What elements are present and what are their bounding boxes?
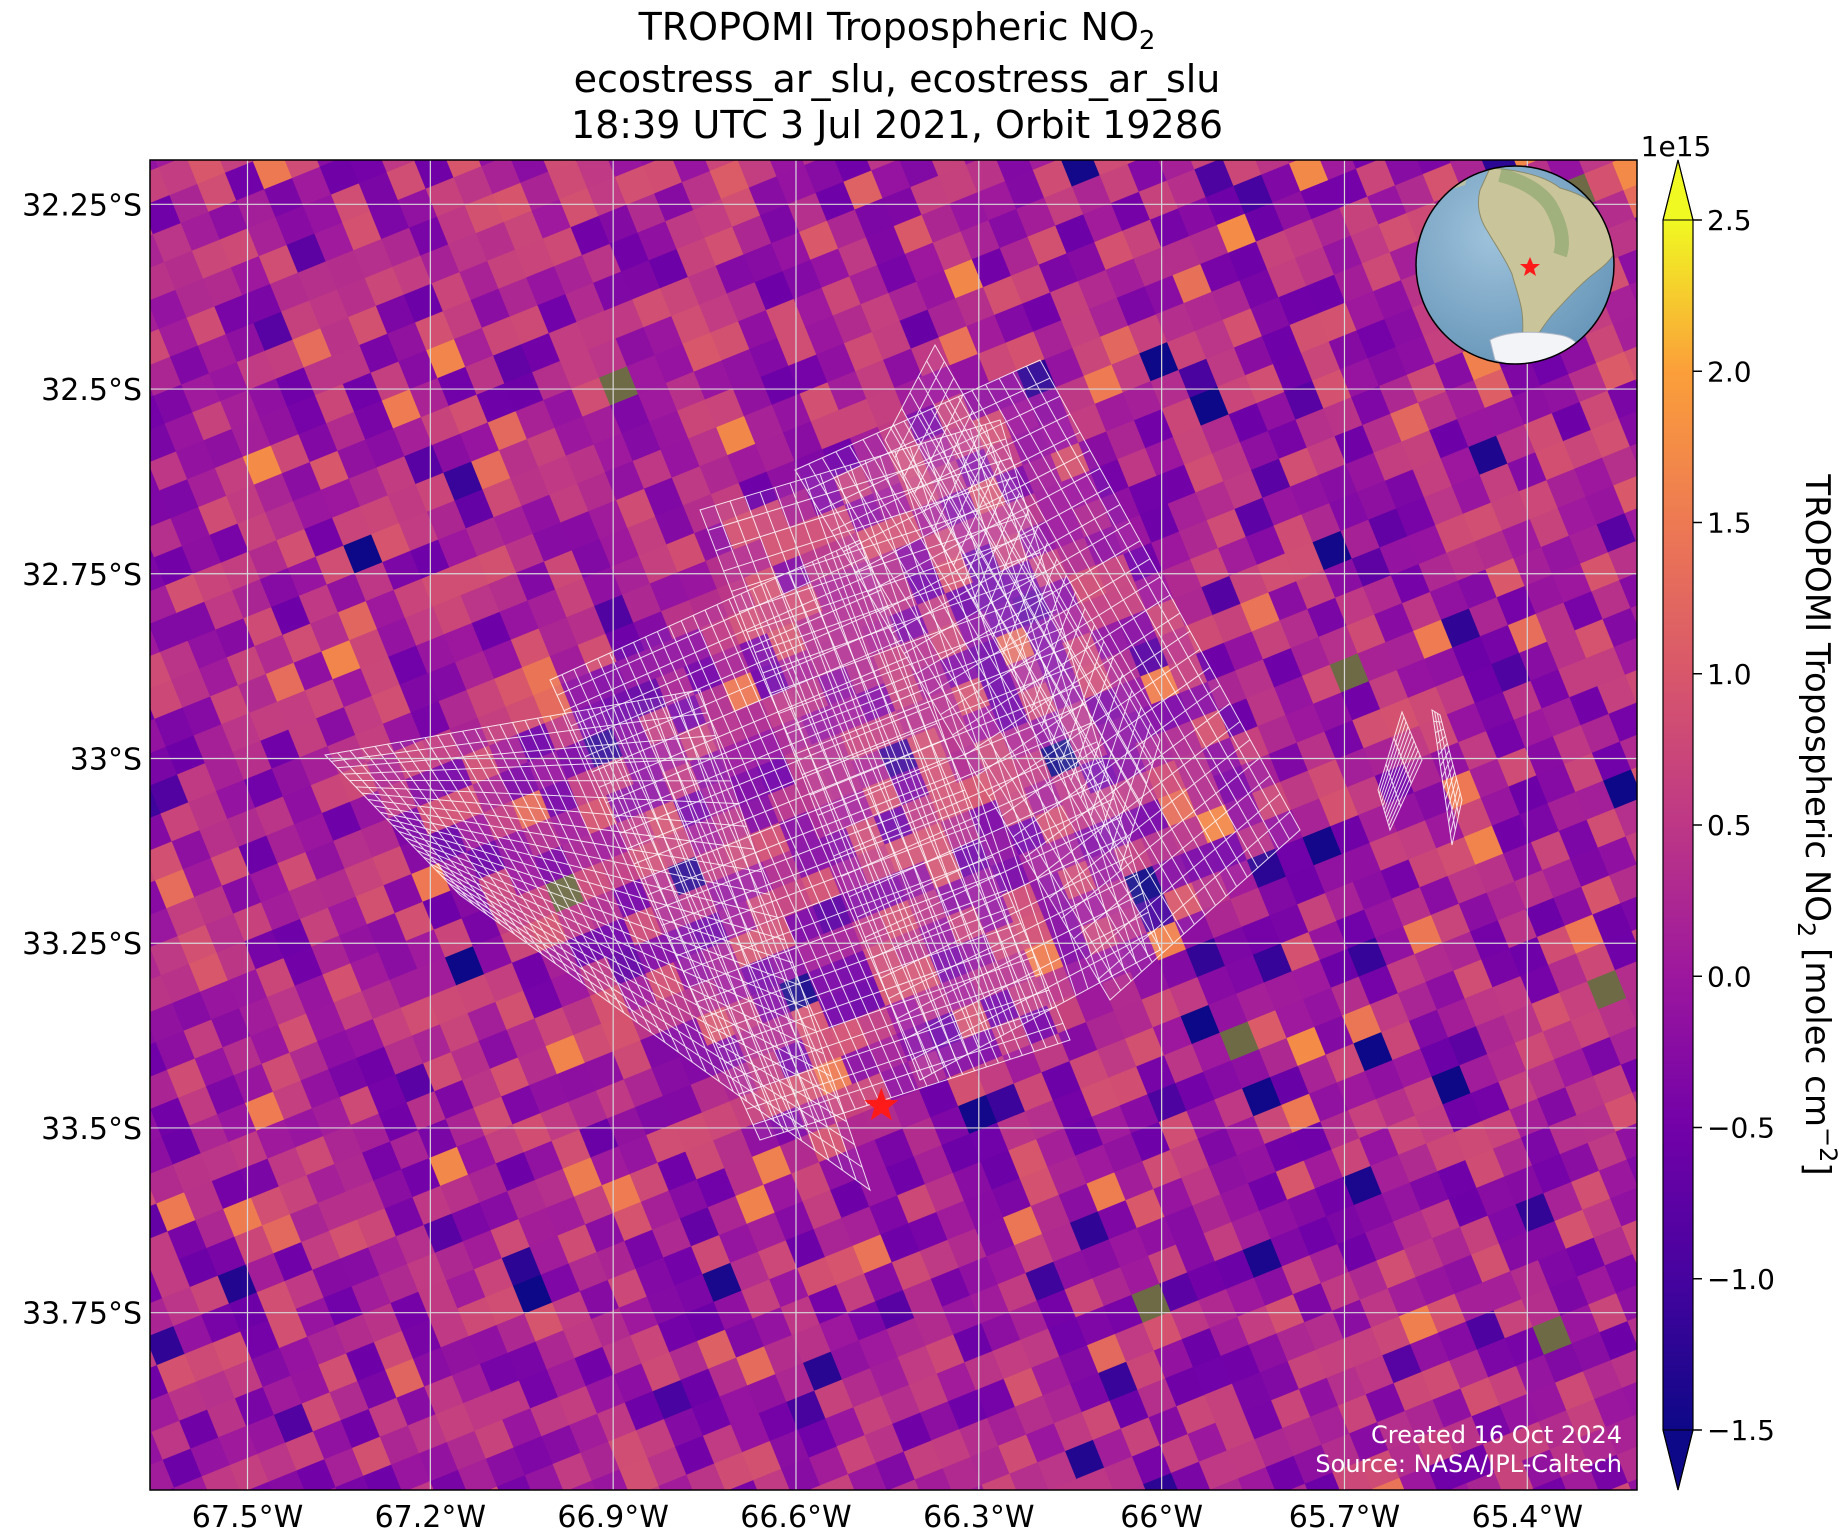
lat-tick-label: 33°S xyxy=(70,743,142,778)
site-marker-layer xyxy=(864,1087,899,1121)
ecostress-footprint-overlay xyxy=(323,343,1463,1192)
star-icon xyxy=(864,1087,899,1121)
colorbar-tick-label: −0.5 xyxy=(1707,1112,1775,1145)
map-title-line3: 18:39 UTC 3 Jul 2021, Orbit 19286 xyxy=(571,103,1223,147)
map-title-line2: ecostress_ar_slu, ecostress_ar_slu xyxy=(574,57,1221,101)
lon-tick-label: 66.9°W xyxy=(557,1500,668,1535)
inset-site-marker-icon xyxy=(1520,257,1540,276)
colorbar-ticks: 2.5 2.0 1.5 1.0 0.5 0.0 −0.5 −1.0 −1.5 xyxy=(1693,204,1775,1447)
colorbar-multiplier: 1e15 xyxy=(1641,130,1712,163)
colorbar-tick-label: 1.0 xyxy=(1707,658,1752,691)
credit-source: Source: NASA/JPL-Caltech xyxy=(1315,1450,1622,1478)
lon-tick-label: 67.2°W xyxy=(375,1500,486,1535)
colorbar-label: TROPOMI Tropospheric NO2 [molec cm−2] xyxy=(1792,473,1842,1175)
colorbar-extend-max xyxy=(1662,159,1694,221)
lon-tick-label: 65.7°W xyxy=(1289,1500,1400,1535)
lat-tick-label: 33.75°S xyxy=(22,1297,142,1332)
lat-tick-label: 33.5°S xyxy=(41,1112,142,1147)
lat-tick-label: 32.25°S xyxy=(22,188,142,223)
lat-tick-label: 32.5°S xyxy=(41,373,142,408)
lon-tick-label: 67.5°W xyxy=(192,1500,303,1535)
credit-created: Created 16 Oct 2024 xyxy=(1371,1421,1622,1449)
lon-tick-label: 66.6°W xyxy=(740,1500,851,1535)
colorbar-tick-label: 1.5 xyxy=(1707,507,1752,540)
longitude-axis: 67.5°W 67.2°W 66.9°W 66.6°W 66.3°W 66°W 65.7°W… xyxy=(192,1500,1583,1535)
lat-tick-label: 32.75°S xyxy=(22,558,142,593)
colorbar-tick-label: 0.5 xyxy=(1707,809,1752,842)
map-frame xyxy=(149,159,1638,1491)
colorbar-ramp xyxy=(1663,220,1693,1430)
colorbar-tick-label: 0.0 xyxy=(1707,960,1752,993)
lon-tick-label: 66.3°W xyxy=(923,1500,1034,1535)
no2-pixel-layer xyxy=(150,160,1637,1490)
colorbar-tick-label: 2.5 xyxy=(1707,204,1752,237)
map-panel[interactable] xyxy=(70,80,1717,1539)
colorbar: 2.5 2.0 1.5 1.0 0.5 0.0 −0.5 −1.0 −1.5 1e15 TROP… xyxy=(1641,130,1842,1491)
map-title-line1: TROPOMI Tropospheric NO2 xyxy=(638,5,1156,56)
latitude-axis: 32.25°S 32.5°S 32.75°S 33°S 33.25°S 33.5°S 33.… xyxy=(22,188,142,1331)
colorbar-extend-min xyxy=(1662,1429,1694,1491)
colorbar-tick-label: 2.0 xyxy=(1707,355,1752,388)
colorbar-tick-label: −1.0 xyxy=(1707,1263,1775,1296)
map-gridlines xyxy=(150,160,1637,1490)
lat-tick-label: 33.25°S xyxy=(22,927,142,962)
lon-tick-label: 65.4°W xyxy=(1472,1500,1583,1535)
lon-tick-label: 66°W xyxy=(1120,1500,1203,1535)
colorbar-tick-label: −1.5 xyxy=(1707,1414,1775,1447)
